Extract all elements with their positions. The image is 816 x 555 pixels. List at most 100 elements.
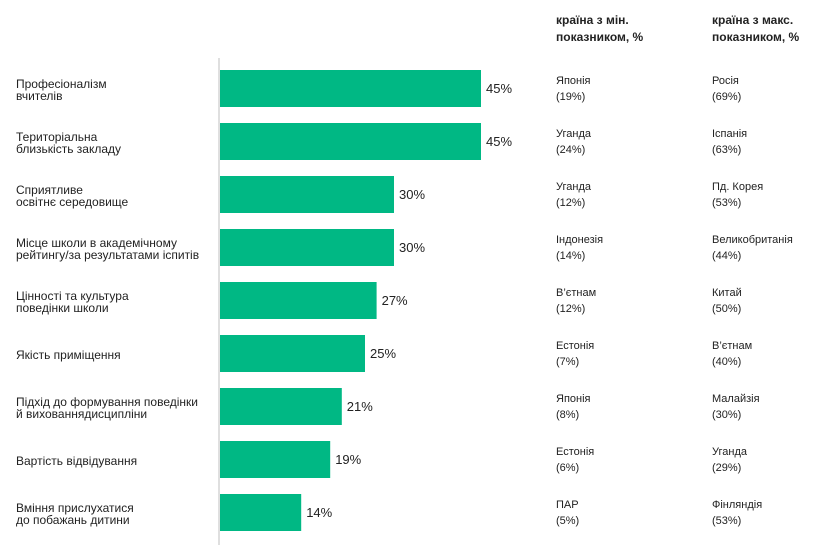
- country-value: (24%): [556, 144, 586, 156]
- category-label: Сприятливе освітнє середовище: [16, 184, 216, 208]
- category-label-line: Місце школи в академічному: [16, 236, 177, 250]
- category-label-line: близькість закладу: [16, 142, 122, 156]
- category-label-line: освітнє середовище: [16, 195, 129, 209]
- min-country-cell: ПАР (5%): [556, 497, 579, 529]
- country-value: (8%): [556, 409, 580, 421]
- header-max-line-2: показником, %: [712, 30, 800, 44]
- category-label: Професіоналізм вчителів: [16, 78, 216, 102]
- category-label-line: Вартість відвідування: [16, 454, 138, 468]
- category-label: Місце школи в академічному рейтингу/за ре…: [16, 237, 216, 261]
- max-country-cell: Пд. Корея (53%): [712, 179, 763, 211]
- country-name: Японія: [556, 393, 591, 405]
- bar: [220, 282, 377, 319]
- country-name: Пд. Корея: [712, 181, 764, 193]
- country-value: (7%): [556, 356, 580, 368]
- min-country-cell: Естонія (7%): [556, 338, 594, 370]
- category-label-line: Цінності та культура: [16, 289, 129, 303]
- country-value: (63%): [712, 144, 742, 156]
- country-value: (69%): [712, 91, 742, 103]
- country-name: Японія: [556, 75, 591, 87]
- category-label: Територіальна близькість закладу: [16, 131, 216, 155]
- country-name: Уганда: [712, 446, 747, 458]
- data-label: 14%: [306, 505, 333, 520]
- country-name: Уганда: [556, 128, 591, 140]
- data-label: 19%: [335, 452, 362, 467]
- header-min-line-2: показником, %: [556, 30, 644, 44]
- data-label: 45%: [486, 81, 513, 96]
- max-country-cell: Росія (69%): [712, 73, 741, 105]
- country-name: В’єтнам: [712, 340, 753, 352]
- bar: [220, 70, 481, 107]
- country-name: Китай: [712, 287, 742, 299]
- header-min-country: країна з мін. показником, %: [556, 12, 643, 46]
- max-country-cell: Малайзія (30%): [712, 391, 760, 423]
- bar: [220, 494, 302, 531]
- max-country-cell: Великобританія (44%): [712, 232, 793, 264]
- country-name: Іспанія: [712, 128, 748, 140]
- country-name: Уганда: [556, 181, 591, 193]
- data-label: 30%: [399, 240, 426, 255]
- category-label: Якість приміщення: [16, 349, 216, 361]
- category-label: Цінності та культура поведінки школи: [16, 290, 216, 314]
- country-value: (30%): [712, 409, 742, 421]
- country-value: (50%): [712, 303, 742, 315]
- min-country-cell: Уганда (24%): [556, 126, 591, 158]
- country-name: Великобританія: [712, 234, 793, 246]
- bar: [220, 388, 342, 425]
- country-value: (40%): [712, 356, 742, 368]
- data-label: 45%: [486, 134, 513, 149]
- header-min-line-1: країна з мін.: [556, 13, 629, 27]
- country-value: (6%): [556, 462, 580, 474]
- max-country-cell: Фінляндія (53%): [712, 497, 762, 529]
- category-label: Підхід до формування поведінки й вихованн…: [16, 396, 216, 420]
- data-label: 25%: [370, 346, 397, 361]
- country-name: Фінляндія: [712, 499, 763, 511]
- country-value: (53%): [712, 197, 742, 209]
- min-country-cell: Японія (19%): [556, 73, 591, 105]
- country-name: Росія: [712, 75, 739, 87]
- max-country-cell: Уганда (29%): [712, 444, 747, 476]
- min-country-cell: Уганда (12%): [556, 179, 591, 211]
- country-value: (5%): [556, 515, 580, 527]
- category-label-line: Територіальна: [16, 130, 98, 144]
- category-label-line: Вміння прислухатися: [16, 501, 134, 515]
- country-name: Естонія: [556, 446, 595, 458]
- category-label: Вартість відвідування: [16, 455, 216, 467]
- category-label-line: Сприятливе: [16, 183, 83, 197]
- country-value: (12%): [556, 303, 586, 315]
- bar: [220, 176, 394, 213]
- country-name: Естонія: [556, 340, 595, 352]
- country-value: (19%): [556, 91, 586, 103]
- category-label-line: вчителів: [16, 89, 63, 103]
- country-value: (14%): [556, 250, 586, 262]
- country-name: Малайзія: [712, 393, 760, 405]
- bar: [220, 335, 365, 372]
- header-max-line-1: країна з макс.: [712, 13, 794, 27]
- data-label: 30%: [399, 187, 426, 202]
- data-label: 21%: [346, 399, 373, 414]
- country-value: (29%): [712, 462, 742, 474]
- category-label-line: Якість приміщення: [16, 348, 121, 362]
- data-label: 27%: [381, 293, 408, 308]
- category-label-line: Професіоналізм: [16, 77, 107, 91]
- country-name: ПАР: [556, 499, 579, 511]
- country-name: В’єтнам: [556, 287, 597, 299]
- header-max-country: країна з макс. показником, %: [712, 12, 799, 46]
- category-label-line: й вихованнядисципліни: [16, 407, 148, 421]
- category-label-line: до побажань дитини: [16, 513, 130, 527]
- category-label-line: поведінки школи: [16, 301, 109, 315]
- max-country-cell: Іспанія (63%): [712, 126, 747, 158]
- min-country-cell: Японія (8%): [556, 391, 591, 423]
- max-country-cell: Китай (50%): [712, 285, 742, 317]
- min-country-cell: Індонезія (14%): [556, 232, 603, 264]
- min-country-cell: В’єтнам (12%): [556, 285, 596, 317]
- bar: [220, 123, 481, 160]
- country-value: (53%): [712, 515, 742, 527]
- category-label: Вміння прислухатися до побажань дитини: [16, 502, 216, 526]
- country-name: Індонезія: [556, 234, 604, 246]
- min-country-cell: Естонія (6%): [556, 444, 594, 476]
- bar: [220, 229, 394, 266]
- country-value: (44%): [712, 250, 742, 262]
- max-country-cell: В’єтнам (40%): [712, 338, 752, 370]
